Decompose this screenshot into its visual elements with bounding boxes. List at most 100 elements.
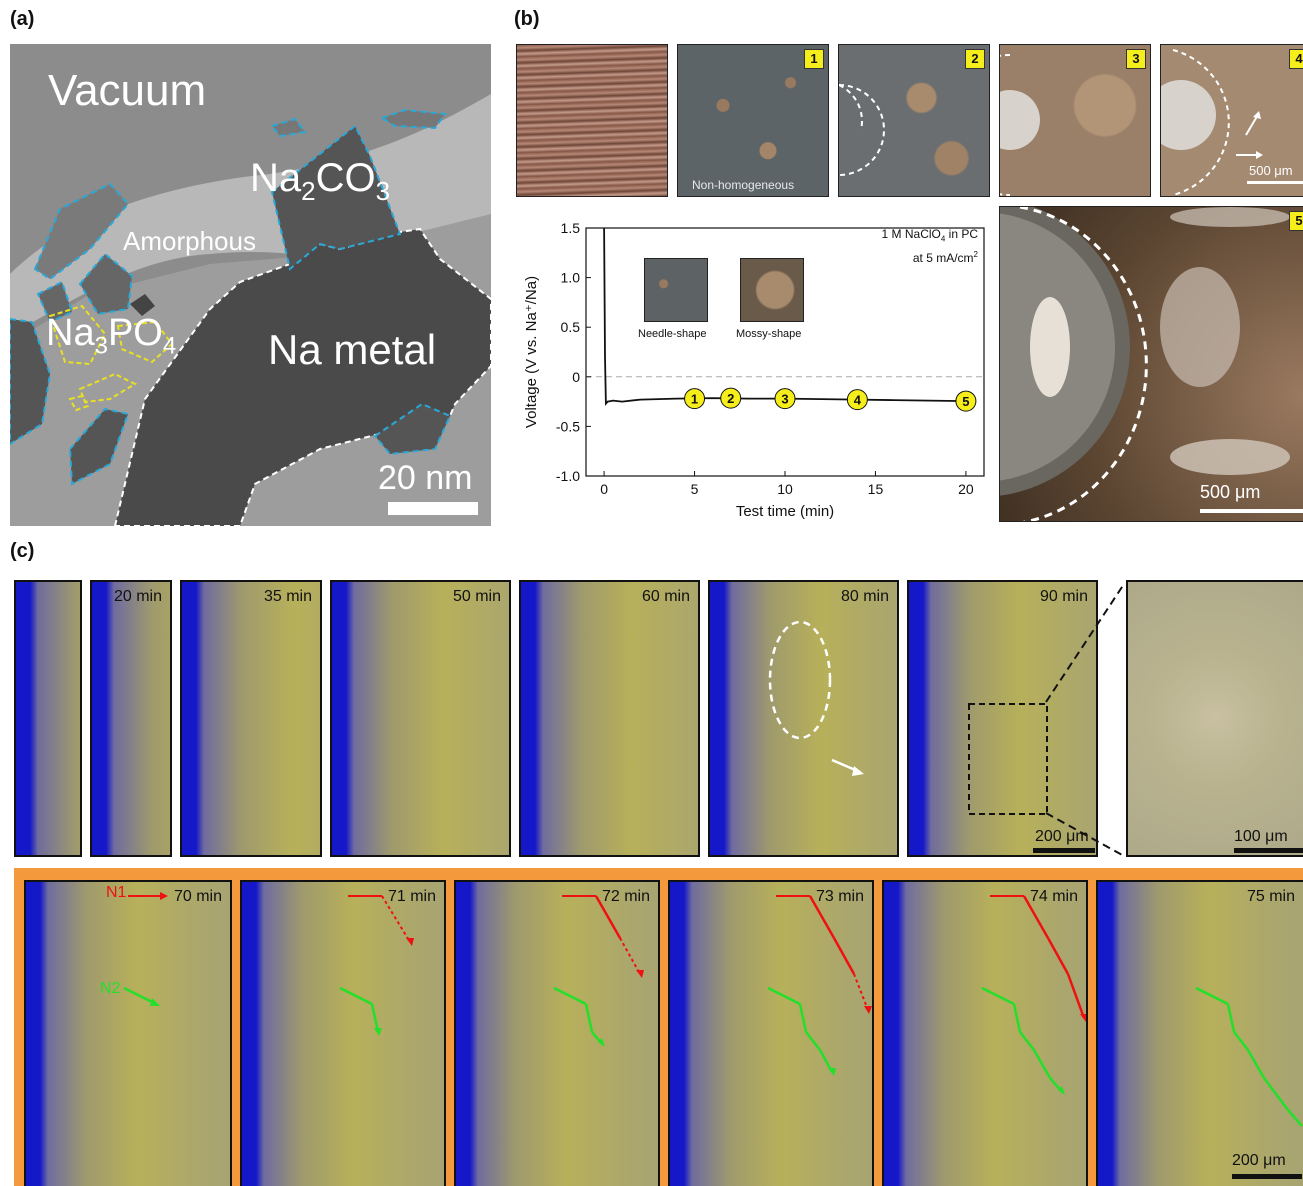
frame-time: 71 min bbox=[387, 888, 436, 905]
x-axis-label: Test time (min) bbox=[736, 503, 834, 520]
frame-72min: 72 min bbox=[454, 880, 660, 1186]
marker-label-5: 5 bbox=[962, 394, 969, 409]
tem-image: Vacuum Na2CO3 Amorphous Na3PO4 Na metal … bbox=[10, 44, 491, 526]
photo-5-badge: 5 bbox=[1289, 211, 1303, 231]
photo-4-scale: 500 μm bbox=[1249, 163, 1293, 178]
tem-scale-bar bbox=[388, 502, 478, 515]
chart-condition: 1 M NaClO4 in PC at 5 mA/cm2 bbox=[881, 227, 978, 266]
frame-80min: 80 min bbox=[708, 580, 899, 857]
na3po4-label: Na3PO4 bbox=[46, 312, 177, 360]
na-metal-label: Na metal bbox=[268, 326, 437, 373]
top-scale-bar bbox=[1033, 848, 1095, 853]
marker-label-1: 1 bbox=[691, 392, 698, 407]
frame-time: 73 min bbox=[815, 888, 864, 905]
frame-time: 80 min bbox=[840, 588, 889, 605]
frame-71min-tracks bbox=[339, 895, 414, 1036]
frame-90min: 90 min 200 μm bbox=[907, 580, 1098, 857]
frame-75min-tracks bbox=[1195, 986, 1303, 1127]
y-tick-label: 1.0 bbox=[561, 270, 581, 286]
frame-time: 20 min bbox=[113, 588, 162, 605]
marker-label-2: 2 bbox=[727, 391, 734, 406]
panel-label-a: (a) bbox=[10, 8, 35, 30]
frame-80min-marks bbox=[768, 620, 864, 776]
amorphous-label: Amorphous bbox=[123, 226, 256, 256]
y-tick-label: 1.5 bbox=[561, 220, 581, 236]
inset-needle-label: Needle-shape bbox=[638, 328, 707, 340]
frame-70min: 70 min N1 N2 bbox=[24, 880, 232, 1186]
vacuum-label: Vacuum bbox=[48, 66, 207, 115]
y-tick-label: -1.0 bbox=[556, 468, 580, 484]
frame-time: 70 min bbox=[173, 888, 222, 905]
x-tick-label: 15 bbox=[868, 481, 884, 497]
marker-point-3 bbox=[774, 388, 796, 410]
photo-2-badge: 2 bbox=[965, 49, 985, 69]
frame-zoom: 100 μm bbox=[1126, 580, 1303, 857]
zoom-connector bbox=[1045, 583, 1125, 857]
frame-73min: 73 min bbox=[668, 880, 874, 1186]
zoom-scale-bar bbox=[1234, 848, 1303, 853]
frame-74min: 74 min bbox=[882, 880, 1088, 1186]
inset-needle-photo bbox=[644, 258, 708, 322]
frame-70min-tracks bbox=[123, 892, 168, 1006]
frame-73min-tracks bbox=[767, 895, 872, 1076]
photo-1-caption: Non-homogeneous bbox=[692, 178, 795, 192]
frame-time: 74 min bbox=[1029, 888, 1078, 905]
inset-mossy-photo bbox=[740, 258, 804, 322]
photo-2-boundary bbox=[839, 84, 885, 176]
x-tick-label: 20 bbox=[958, 481, 974, 497]
photo-3-badge: 3 bbox=[1126, 49, 1146, 69]
marker-label-4: 4 bbox=[854, 393, 862, 408]
inset-mossy-label: Mossy-shape bbox=[736, 328, 802, 340]
frame-60min: 60 min bbox=[519, 580, 700, 857]
y-axis-label: Voltage (V vs. Na⁺/Na) bbox=[523, 276, 540, 428]
y-tick-label: 0.5 bbox=[561, 319, 581, 335]
photo-3-boundary bbox=[1000, 54, 1040, 196]
frame-20min: 20 min bbox=[90, 580, 172, 857]
photo-4-badge: 4 bbox=[1289, 49, 1303, 69]
frame-75min: 75 min 200 μm bbox=[1096, 880, 1303, 1186]
y-tick-label: -0.5 bbox=[556, 418, 580, 434]
frame-72min-tracks bbox=[553, 895, 644, 1047]
top-scale-label: 200 μm bbox=[1035, 828, 1089, 845]
bottom-scale-label: 200 μm bbox=[1232, 1152, 1286, 1169]
frame-initial bbox=[14, 580, 82, 857]
frame-90min-marks bbox=[968, 703, 1048, 815]
x-tick-label: 0 bbox=[600, 481, 608, 497]
marker-label-3: 3 bbox=[781, 392, 788, 407]
panel-label-c: (c) bbox=[10, 540, 35, 562]
marker-point-2 bbox=[720, 387, 742, 409]
marker-point-1 bbox=[684, 388, 706, 410]
frame-time: 35 min bbox=[263, 588, 312, 605]
frame-time: 60 min bbox=[641, 588, 690, 605]
panel-label-b: (b) bbox=[514, 8, 540, 30]
marker-point-4 bbox=[846, 389, 868, 411]
y-tick-label: 0 bbox=[572, 369, 580, 385]
photo-4-boundary bbox=[1161, 49, 1303, 196]
frame-time: 90 min bbox=[1039, 588, 1088, 605]
n2-label: N2 bbox=[100, 980, 121, 997]
photo-1-badge: 1 bbox=[804, 49, 824, 69]
frame-time: 50 min bbox=[452, 588, 501, 605]
photo-5-drawing bbox=[1000, 207, 1303, 521]
bottom-scale-bar bbox=[1232, 1174, 1302, 1179]
photo-5-scale: 500 μm bbox=[1200, 482, 1261, 502]
frame-time: 75 min bbox=[1246, 888, 1295, 905]
photo-3: 3 bbox=[999, 44, 1151, 197]
tem-scale-label: 20 nm bbox=[378, 459, 473, 497]
photo-pristine bbox=[516, 44, 668, 197]
photo-2: 2 bbox=[838, 44, 990, 197]
photo-5: 5 500 μm bbox=[999, 206, 1303, 522]
frame-35min: 35 min bbox=[180, 580, 322, 857]
x-tick-label: 5 bbox=[691, 481, 699, 497]
frame-71min: 71 min bbox=[240, 880, 446, 1186]
n1-label: N1 bbox=[106, 884, 127, 901]
photo-1: 1 Non-homogeneous bbox=[677, 44, 829, 197]
frame-time: 72 min bbox=[601, 888, 650, 905]
photo-4: 4 500 μm bbox=[1160, 44, 1303, 197]
marker-point-5 bbox=[955, 390, 977, 412]
tem-image-drawing bbox=[10, 44, 491, 526]
zoom-scale-label: 100 μm bbox=[1234, 828, 1288, 845]
frame-50min: 50 min bbox=[330, 580, 511, 857]
na2co3-label: Na2CO3 bbox=[250, 156, 391, 206]
